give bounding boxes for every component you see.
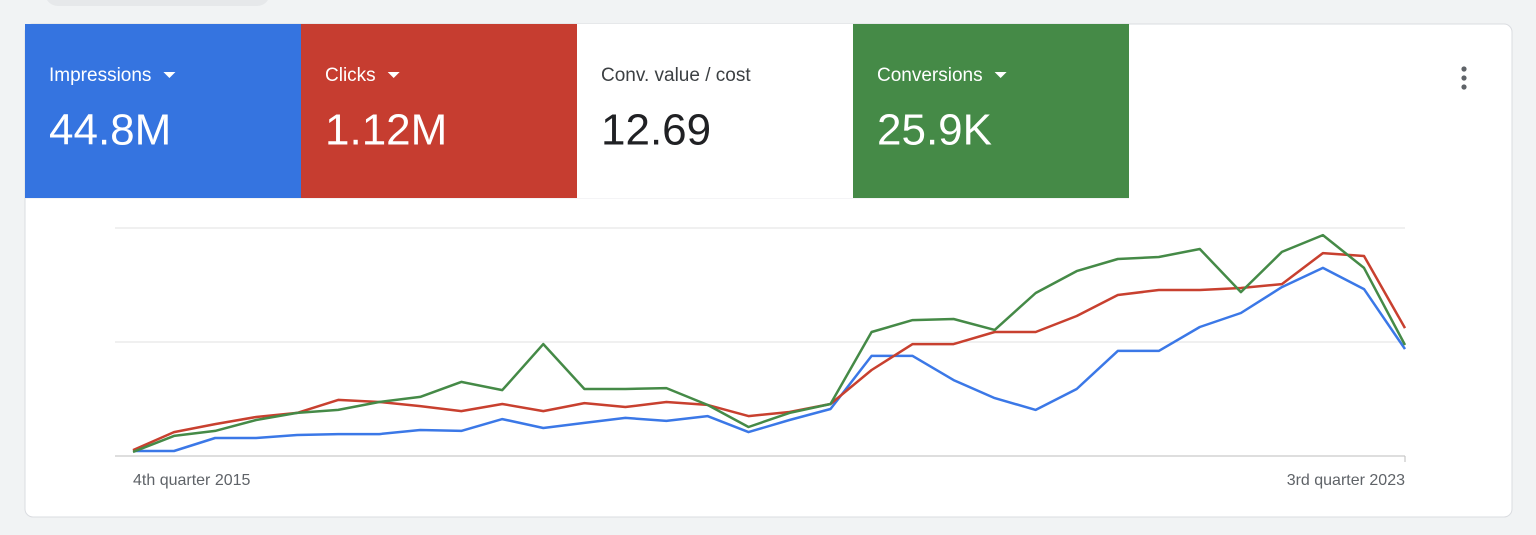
menu-dot — [1461, 84, 1467, 90]
dropdown-arrow — [387, 72, 400, 78]
tile-background — [301, 24, 577, 198]
tile-background — [853, 24, 1129, 198]
metric-label: Conversions — [877, 65, 983, 86]
dropdown-arrow — [163, 72, 176, 78]
x-tick-label: 4th quarter 2015 — [133, 472, 251, 489]
metric-value: 12.69 — [601, 106, 711, 155]
metric-value: 44.8M — [49, 106, 171, 155]
series-line — [133, 266, 1407, 453]
metric-tile[interactable]: Conversions 25.9K — [853, 24, 1129, 198]
menu-dot — [1461, 66, 1467, 72]
metric-value: 1.12M — [325, 106, 447, 155]
series-line — [132, 233, 1407, 454]
metric-tile[interactable]: Impressions 44.8M — [25, 24, 301, 198]
tile-background — [577, 24, 853, 198]
series-line — [132, 251, 1407, 452]
metric-label: Conv. value / cost — [601, 65, 751, 86]
metric-label: Clicks — [325, 65, 376, 86]
menu-dot — [1461, 75, 1467, 81]
x-tick-label: 3rd quarter 2023 — [1287, 472, 1405, 489]
metric-label: Impressions — [49, 65, 151, 86]
metric-tile[interactable]: Conv. value / cost 12.69 — [577, 24, 853, 198]
faded-pill — [47, 0, 268, 6]
metric-value: 25.9K — [877, 106, 992, 155]
more-menu[interactable] — [1461, 66, 1467, 90]
tile-background — [25, 24, 301, 198]
metric-tile[interactable]: Clicks 1.12M — [301, 24, 577, 198]
dropdown-arrow — [994, 72, 1007, 78]
